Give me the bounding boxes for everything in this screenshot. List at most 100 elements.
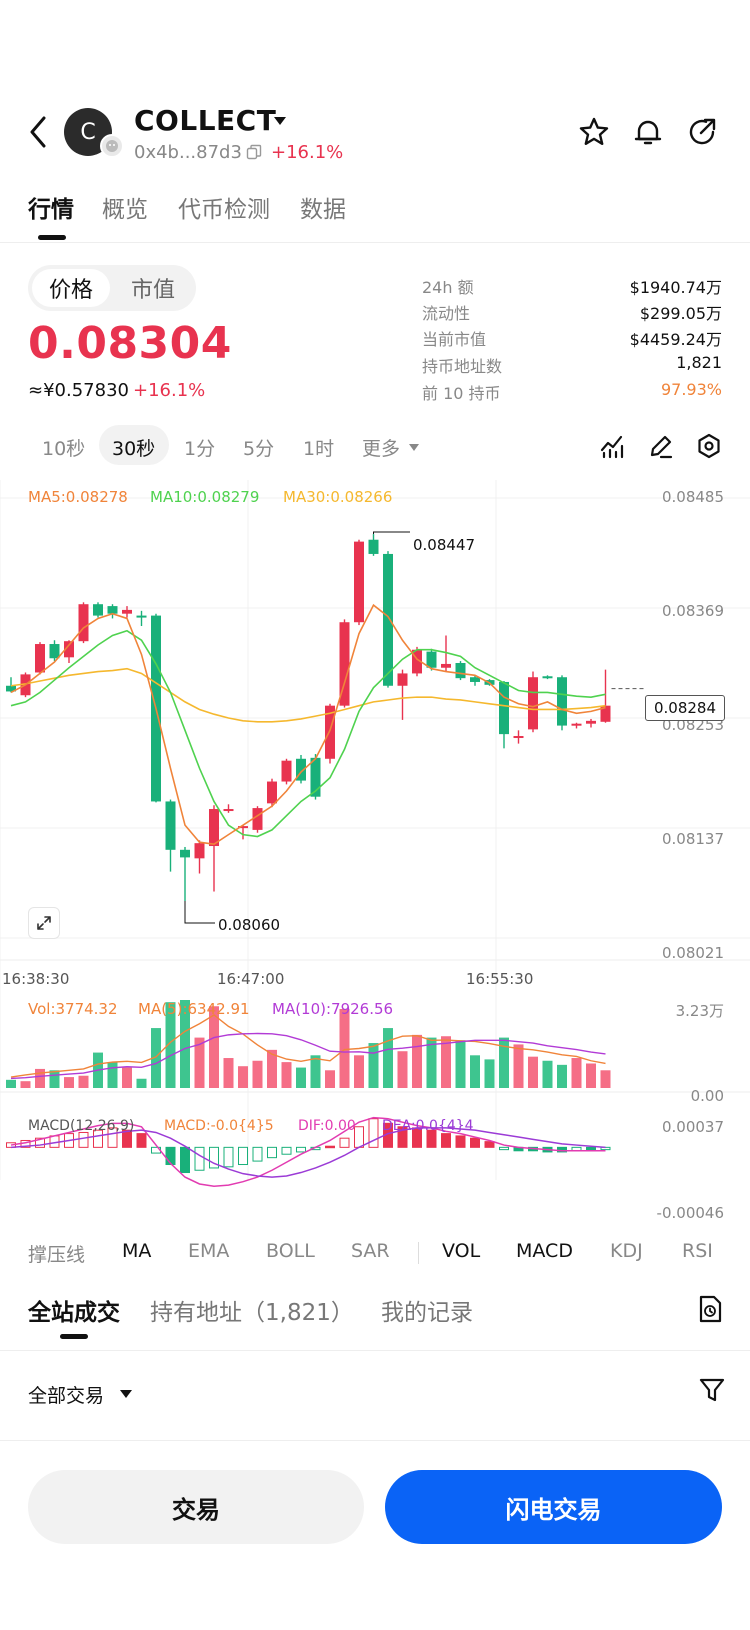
interval-5m[interactable]: 5分 [243,438,275,460]
caret-down-icon[interactable] [119,1389,133,1399]
share-icon[interactable] [686,116,718,148]
toggle-price[interactable]: 价格 [32,269,110,307]
candle-body [35,644,45,673]
macd-histogram-bar [122,1129,132,1148]
interval-1m[interactable]: 1分 [184,438,216,460]
candle-body [194,843,205,859]
volume-bar [35,1068,45,1088]
macd-histogram-bar [78,1131,89,1148]
last-price-tag: 0.08284 [645,695,725,721]
contract-address: 0x4b...87d3 [134,142,242,163]
draw-pencil-icon[interactable] [647,432,675,460]
candle-body [49,644,60,659]
copy-icon[interactable] [246,144,262,160]
more-caret-icon[interactable] [409,444,419,451]
macd-histogram-bar [136,1133,147,1148]
candle-body [368,539,379,554]
trade-button[interactable]: 交易 [28,1470,364,1544]
bell-icon[interactable] [632,116,664,148]
interval-10s[interactable]: 10秒 [42,438,86,460]
tab-token-check[interactable]: 代币检测 [178,197,270,223]
price-chart[interactable] [0,480,750,1220]
indicator-ma[interactable]: MA [122,1240,152,1262]
candle-body [180,849,190,858]
indicator-kdj[interactable]: KDJ [610,1240,643,1262]
interval-1h[interactable]: 1时 [303,438,335,460]
tab-holders[interactable]: 持有地址（1,821） [150,1300,354,1326]
stat-value-volume: $1940.74万 [629,278,722,297]
volume-bar [78,1075,89,1088]
candle-body [64,641,74,658]
macd-histogram-bar [267,1146,277,1159]
indicator-rsi[interactable]: RSI [682,1240,713,1262]
stat-label-liquidity: 流动性 [422,304,471,323]
stat-label-volume: 24h 额 [422,278,474,297]
flash-trade-button[interactable]: 闪电交易 [385,1470,722,1544]
volume-bar [542,1060,553,1088]
stat-value-mcap: $4459.24万 [629,330,722,349]
macd-histogram-bar [209,1146,219,1169]
indicator-support-resistance[interactable]: 撑压线 [28,1244,86,1266]
filter-funnel-icon[interactable] [698,1375,726,1405]
high-price-label: 0.08447 [413,536,476,554]
record-document-icon[interactable] [696,1294,724,1324]
tab-all-trades[interactable]: 全站成交 [28,1300,120,1326]
candle-body [354,541,364,623]
ma10-legend: MA10:0.08279 [150,488,260,506]
macd-histogram-bar [397,1126,408,1148]
volume-bar [136,1078,147,1088]
volume-bar [499,1037,509,1088]
tab-data[interactable]: 数据 [300,197,346,223]
stat-label-top10: 前 10 持币 [422,384,501,403]
macd-histogram-bar [296,1146,306,1153]
volume-bar [368,1043,379,1088]
volume-bar [470,1055,480,1088]
caret-down-icon[interactable] [273,116,287,126]
volume-bar [165,1002,176,1088]
candle-body [310,757,321,797]
candle-body [383,553,393,686]
volume-bar [339,1008,350,1088]
expand-chart-button[interactable] [28,907,60,939]
macd-histogram-bar [252,1146,263,1162]
tab-market[interactable]: 行情 [28,197,74,223]
volume-bar [238,1066,248,1088]
macd-histogram-bar [325,1145,335,1149]
indicator-macd[interactable]: MACD [516,1240,573,1262]
macd-histogram-bar [484,1141,495,1148]
volume-bar [600,1070,611,1088]
interval-more[interactable]: 更多 [362,438,401,460]
x-tick-label: 16:38:30 [2,970,70,988]
back-arrow-icon[interactable] [24,112,54,152]
macd-histogram-bar [107,1127,118,1148]
expand-icon [37,916,51,930]
macd-histogram-bar [354,1126,364,1148]
candle-body [600,705,611,722]
interval-30s[interactable]: 30秒 [112,438,156,460]
indicator-sar[interactable]: SAR [351,1240,390,1262]
indicator-ema[interactable]: EMA [188,1240,230,1262]
tab-overview[interactable]: 概览 [102,197,148,223]
candle-body [412,649,422,674]
indicator-vol[interactable]: VOL [442,1240,481,1262]
stat-value-liquidity: $299.05万 [639,304,722,323]
macd-histogram-bar [339,1137,350,1148]
indicator-chart-icon[interactable] [599,432,627,460]
macd-dea-line [10,1127,606,1178]
toggle-market-cap[interactable]: 市值 [130,278,175,303]
token-name[interactable]: COLLECT [134,104,277,137]
candle-body [6,685,16,692]
tab-my-records[interactable]: 我的记录 [381,1300,473,1326]
y-tick-label: 0.08485 [661,488,724,506]
star-icon[interactable] [578,116,610,148]
macd-histogram-bar [499,1146,509,1151]
indicator-boll[interactable]: BOLL [266,1240,315,1262]
volume-bar [49,1070,60,1088]
macd-params-legend: MACD(12,26,9) [28,1118,135,1134]
low-marker-line [184,901,215,924]
candle-body [339,622,350,706]
macd-histogram-bar [165,1146,176,1166]
settings-hex-icon[interactable] [695,432,723,460]
trade-filter-dropdown[interactable]: 全部交易 [28,1385,105,1407]
volume-bar [455,1040,466,1088]
